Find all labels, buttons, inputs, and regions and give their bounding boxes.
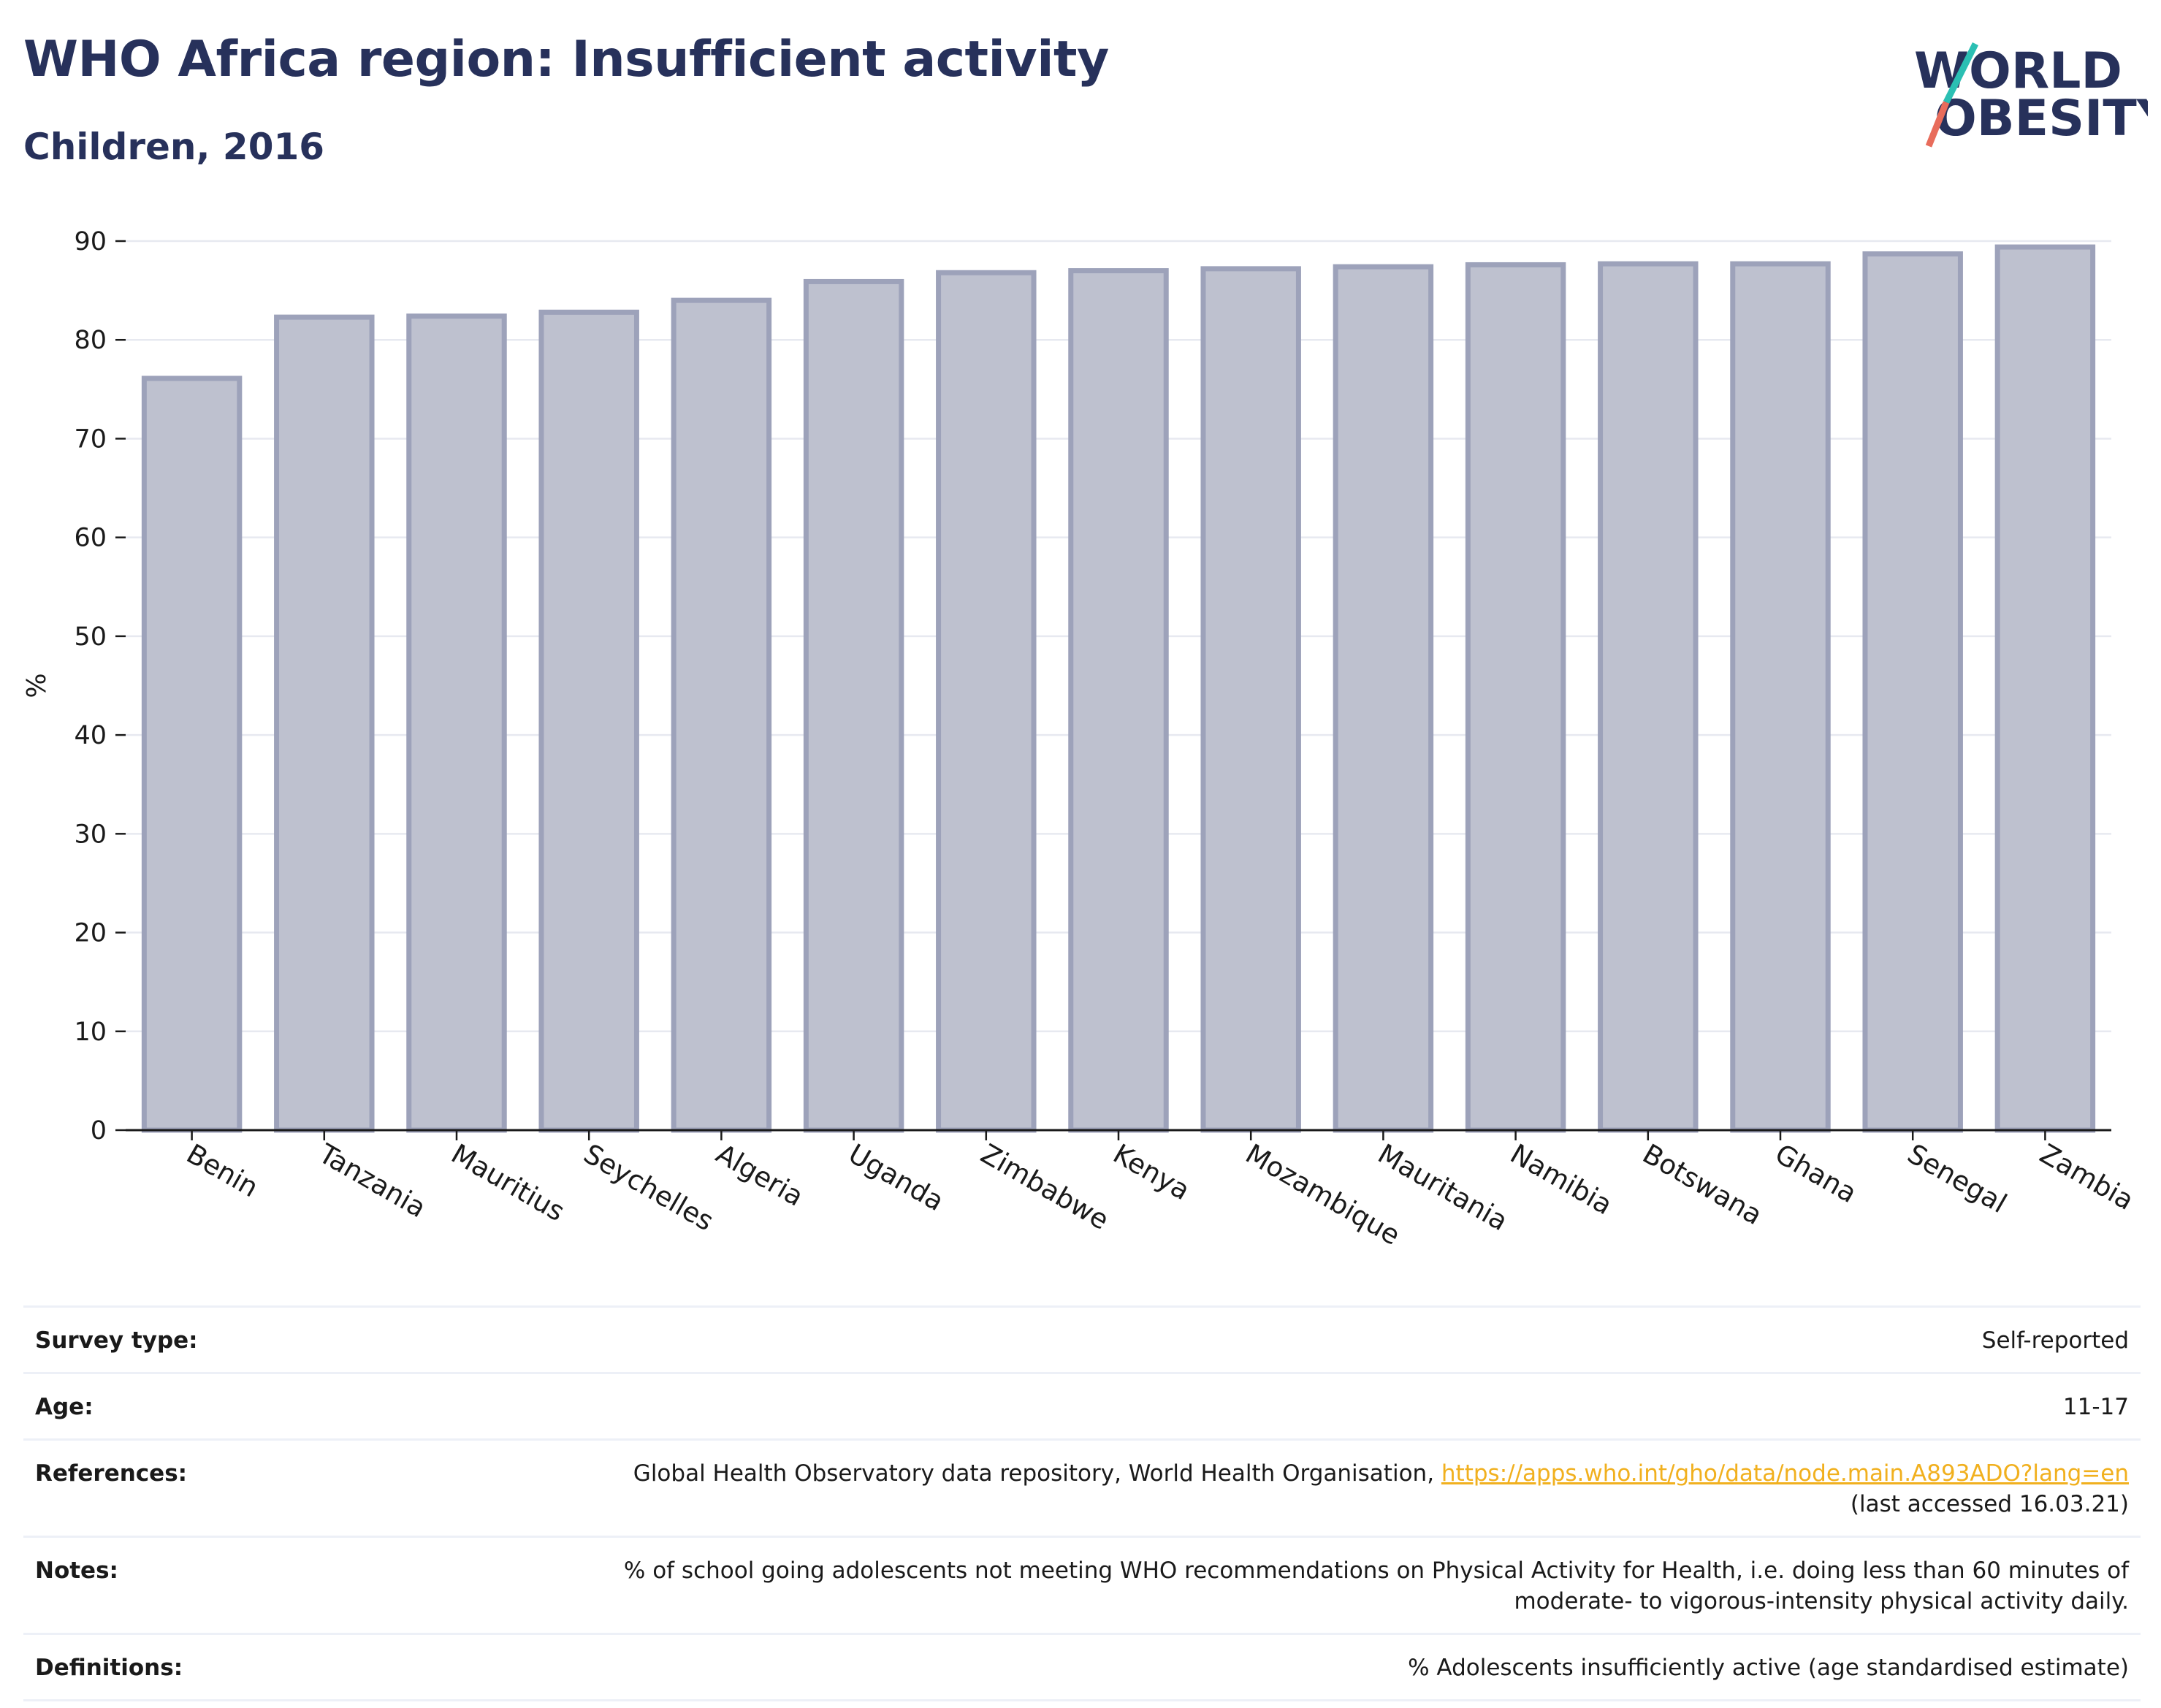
x-tick-label: Senegal — [1902, 1138, 2012, 1220]
definitions-label: Definitions: — [35, 1655, 183, 1681]
bar-algeria — [671, 297, 772, 1133]
y-tick-label: 30 — [74, 820, 107, 849]
bar-chart: 0 10 20 30 40 50 60 70 80 90 Benin Tanzania Mauritiu… — [22, 227, 2139, 1251]
y-tick-label: 0 — [91, 1116, 107, 1145]
notes-line-1: % of school going adolescents not meetin… — [623, 1558, 2129, 1584]
bar-namibia — [1465, 262, 1566, 1133]
x-tick-label: Botswana — [1637, 1138, 1767, 1232]
y-tick-label: 90 — [74, 227, 107, 256]
notes-value: % of school going adolescents not meetin… — [473, 1555, 2129, 1617]
age-label: Age: — [35, 1394, 94, 1420]
x-tick-label: Ghana — [1770, 1138, 1862, 1210]
x-tick-label: Uganda — [843, 1138, 949, 1218]
x-tick-label: Benin — [181, 1138, 264, 1204]
bar-benin — [141, 375, 243, 1133]
survey-type-label: Survey type: — [35, 1327, 198, 1354]
chart-subtitle: Children, 2016 — [23, 126, 325, 168]
references-accessed: (last accessed 16.03.21) — [1850, 1491, 2129, 1517]
bar-mauritius — [406, 313, 507, 1133]
meta-row-notes: Notes: % of school going adolescents not… — [23, 1536, 2141, 1633]
bar-zambia — [1994, 244, 2096, 1133]
age-value: 11-17 — [2062, 1394, 2129, 1420]
bar-mauritania — [1333, 264, 1434, 1133]
metadata-table: Survey type: Self-reported Age: 11-17 Re… — [23, 1305, 2141, 1701]
meta-row-definitions: Definitions: % Adolescents insufficientl… — [23, 1633, 2141, 1701]
bar-seychelles — [538, 309, 639, 1133]
meta-row-age: Age: 11-17 — [23, 1372, 2141, 1438]
meta-row-references: References: Global Health Observatory da… — [23, 1438, 2141, 1536]
bar-ghana — [1730, 261, 1831, 1133]
x-tick-label: Zimbabwe — [975, 1138, 1114, 1236]
bar-senegal — [1862, 251, 1963, 1133]
y-tick-label: 80 — [74, 326, 107, 355]
x-tick-label: Zambia — [2035, 1138, 2139, 1216]
meta-row-survey-type: Survey type: Self-reported — [23, 1305, 2141, 1372]
chart-title: WHO Africa region: Insufficient activity — [23, 31, 1109, 88]
bar-mozambique — [1200, 266, 1301, 1133]
x-tick-label: Algeria — [711, 1138, 809, 1213]
x-tick-label: Tanzania — [313, 1137, 431, 1224]
survey-type-value: Self-reported — [1981, 1327, 2129, 1354]
bars — [141, 244, 2096, 1133]
bar-botswana — [1598, 261, 1699, 1133]
references-value: Global Health Observatory data repositor… — [473, 1458, 2129, 1520]
bar-zimbabwe — [936, 270, 1037, 1133]
bar-uganda — [803, 278, 904, 1133]
references-link[interactable]: https://apps.who.int/gho/data/node.main.… — [1441, 1460, 2129, 1487]
references-text: Global Health Observatory data repositor… — [633, 1460, 1441, 1487]
y-tick-label: 10 — [74, 1018, 107, 1047]
logo-line-obesity: OBESITY — [1935, 90, 2148, 148]
y-tick-label: 50 — [74, 622, 107, 652]
y-axis-label: % — [22, 673, 52, 698]
notes-line-2: moderate- to vigorous-intensity physical… — [1514, 1588, 2129, 1614]
y-tick-label: 70 — [74, 424, 107, 454]
world-obesity-logo: WORLD OBESITY — [1899, 22, 2161, 153]
y-tick-label: 60 — [74, 524, 107, 553]
definitions-value: % Adolescents insufficiently active (age… — [1408, 1655, 2129, 1681]
references-label: References: — [35, 1460, 188, 1487]
y-tick-label: 40 — [74, 721, 107, 750]
x-tick-label: Mauritius — [446, 1138, 571, 1228]
notes-label: Notes: — [35, 1558, 118, 1584]
y-tick-label: 20 — [74, 919, 107, 948]
x-tick-label: Seychelles — [579, 1138, 719, 1238]
x-tick-label: Kenya — [1108, 1138, 1196, 1207]
bar-kenya — [1068, 268, 1169, 1133]
bar-tanzania — [274, 314, 375, 1133]
x-tick-label: Namibia — [1505, 1138, 1617, 1221]
